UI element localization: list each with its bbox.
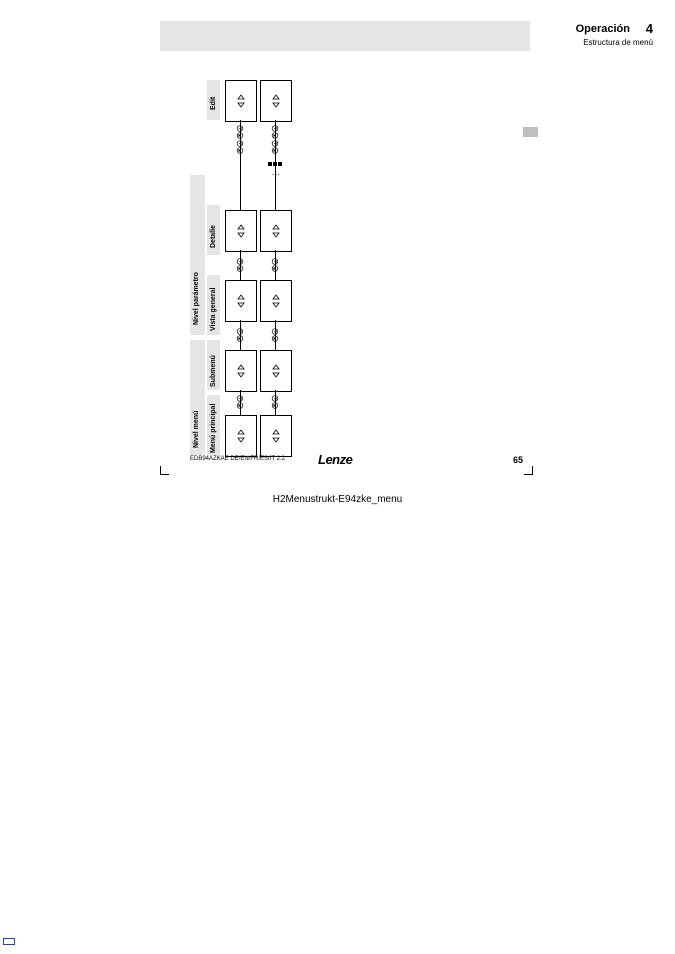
- updown-icon: [271, 364, 281, 378]
- block-icon: [268, 162, 272, 166]
- box-main-b: [260, 415, 292, 457]
- doc-code: EDB94AZKAE DE/EN/FR/ES/IT 2.2: [190, 456, 285, 462]
- col-label-main: Menú principal: [210, 404, 217, 453]
- box-submenu-a: [225, 350, 257, 392]
- section-label-param: Nivel parámetro: [193, 272, 200, 325]
- box-edit-b: [260, 80, 292, 122]
- ellipsis-icon: ⋮: [272, 171, 281, 179]
- nav-arrows-icon: [269, 125, 281, 135]
- brand-logo: Lenze: [318, 452, 352, 467]
- nav-arrows-icon: [234, 328, 246, 338]
- box-overview-a: [225, 280, 257, 322]
- nav-arrows-icon: [234, 395, 246, 405]
- section-number: 4: [646, 21, 653, 36]
- page-number: 65: [513, 455, 523, 465]
- col-label-overview: Vista general: [210, 288, 217, 331]
- updown-icon: [271, 294, 281, 308]
- menu-structure-diagram: Nivel menú Nivel parámetro Menú principa…: [190, 70, 470, 455]
- box-main: [225, 415, 257, 457]
- nav-arrows-icon: [269, 328, 281, 338]
- figure-caption: H2Menustrukt-E94zke_menu: [0, 494, 675, 505]
- updown-icon: [236, 364, 246, 378]
- corner-mark-icon: [3, 938, 15, 945]
- nav-arrows-icon: [269, 258, 281, 268]
- updown-icon: [236, 224, 246, 238]
- crop-mark: [524, 466, 533, 475]
- col-label-edit: Edit: [210, 97, 217, 110]
- updown-icon: [271, 429, 281, 443]
- box-detail-a: [225, 210, 257, 252]
- col-label-detail: Detalle: [210, 225, 217, 248]
- updown-icon: [236, 94, 246, 108]
- section-label-menu: Nivel menú: [193, 411, 200, 448]
- nav-arrows-icon: [234, 258, 246, 268]
- block-icon: [273, 162, 277, 166]
- col-label-submenu: Submenú: [210, 355, 217, 387]
- box-detail-b: [260, 210, 292, 252]
- updown-icon: [236, 429, 246, 443]
- header-bar: [160, 21, 530, 51]
- side-accent: [523, 127, 538, 137]
- box-edit-a: [225, 80, 257, 122]
- box-overview-b: [260, 280, 292, 322]
- updown-icon: [271, 94, 281, 108]
- nav-arrows-icon: [234, 140, 246, 150]
- nav-arrows-icon: [234, 125, 246, 135]
- block-icon: [278, 162, 282, 166]
- nav-arrows-icon: [269, 140, 281, 150]
- page-subtitle: Estructura de menú: [583, 38, 653, 47]
- updown-icon: [236, 294, 246, 308]
- nav-arrows-icon: [269, 395, 281, 405]
- updown-icon: [271, 224, 281, 238]
- page-title: Operación: [576, 23, 630, 35]
- box-submenu-b: [260, 350, 292, 392]
- crop-mark: [160, 466, 169, 475]
